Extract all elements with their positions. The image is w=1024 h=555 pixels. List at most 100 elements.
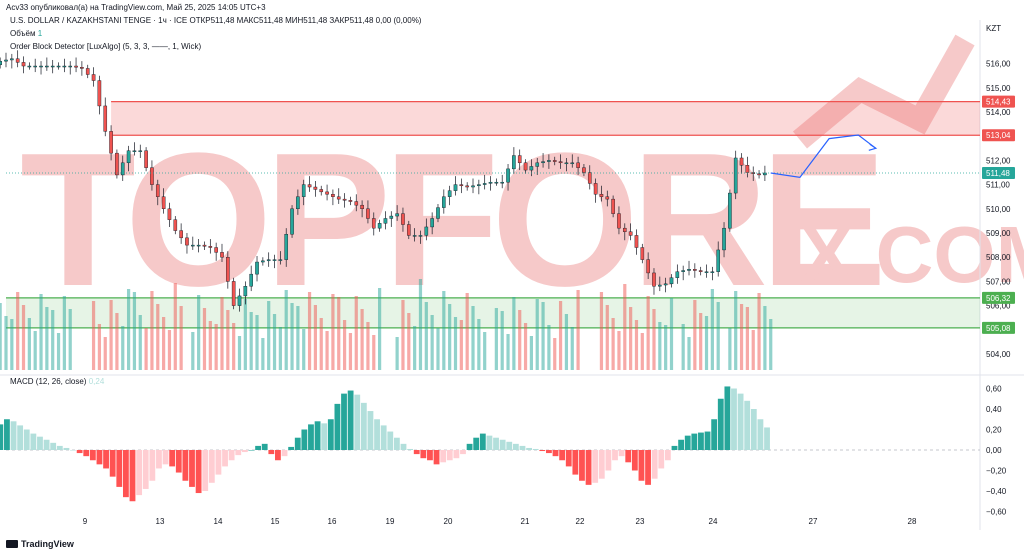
symbol-legend[interactable]: U.S. DOLLAR / KAZAKHSTANI TENGE · 1ч · I… [10, 16, 422, 25]
price-label: 514,43 [986, 98, 1011, 107]
volume-bar [716, 302, 720, 370]
volume-bar [395, 337, 399, 370]
macd-axis-tick: 0,40 [986, 405, 1002, 414]
macd-histogram-bar [546, 450, 552, 454]
volume-bar [681, 324, 685, 370]
candle-up [663, 283, 668, 286]
macd-histogram-bar [228, 450, 235, 461]
candle-up [126, 150, 131, 164]
macd-histogram-bar [70, 450, 76, 451]
volume-bar [634, 320, 639, 370]
candle-up [383, 218, 388, 224]
macd-histogram-bar [83, 450, 90, 457]
macd-histogram-bar [413, 450, 420, 455]
candle-down [74, 65, 78, 68]
candle-up [494, 181, 499, 184]
macd-histogram-bar [367, 411, 374, 450]
candle-down [226, 257, 230, 282]
candle-down [97, 80, 102, 107]
candle-up [541, 161, 545, 164]
macd-histogram-bar [572, 450, 579, 475]
candle-down [231, 281, 236, 306]
candle-down [371, 218, 376, 229]
macd-histogram-bar [466, 443, 473, 450]
macd-histogram-bar [737, 393, 744, 450]
volume-bar [272, 314, 277, 370]
volume-bar [757, 293, 761, 370]
candle-down [634, 235, 639, 248]
candle-down [605, 196, 610, 200]
macd-histogram-bar [479, 433, 486, 450]
volume-bar [436, 328, 440, 370]
volume-bar [132, 292, 137, 370]
candle-down [21, 62, 26, 67]
volume-bar [150, 291, 154, 370]
candle-down [628, 231, 633, 236]
volume-bar [407, 313, 411, 370]
indicator-legend[interactable]: Order Block Detector [LuxAlgo] (5, 3, 3,… [10, 42, 202, 51]
price-axis-tick: 506,00 [986, 302, 1011, 311]
candle-up [0, 60, 2, 66]
macd-histogram-bar [493, 437, 499, 450]
candle-up [728, 192, 732, 229]
macd-histogram-bar [56, 445, 63, 450]
volume-bar [4, 316, 8, 370]
volume-bar [249, 312, 253, 370]
volume-bar [623, 284, 627, 370]
candle-up [733, 157, 738, 194]
candle-down [103, 105, 108, 132]
volume-legend[interactable]: Объём 1 [10, 29, 42, 38]
candle-up [266, 259, 271, 262]
macd-histogram-bar [757, 419, 764, 450]
macd-histogram-bar [380, 425, 387, 450]
macd-histogram-bar [43, 439, 50, 450]
candle-up [669, 277, 674, 285]
volume-bar [126, 289, 131, 370]
macd-histogram-bar [347, 390, 354, 450]
volume-label: Объём [10, 29, 36, 38]
macd-histogram-bar [658, 450, 665, 469]
macd-histogram-bar [579, 450, 585, 481]
volume-bar [331, 294, 335, 370]
candle-up [196, 244, 201, 247]
candle-down [179, 230, 183, 239]
macd-histogram-bar [235, 450, 242, 456]
price-label-bg [982, 321, 1015, 334]
candle-up [687, 269, 691, 271]
price-axis-tick: 510,00 [986, 205, 1011, 214]
volume-bar [401, 300, 405, 370]
macd-histogram-bar [638, 450, 645, 481]
macd-histogram-bar [4, 419, 10, 450]
volume-bar [237, 336, 242, 370]
macd-histogram-bar [691, 433, 698, 450]
candle-down [465, 185, 469, 188]
volume-bar [214, 324, 218, 370]
volume-bar [518, 310, 522, 370]
candle-down [342, 198, 347, 201]
volume-bar [68, 309, 72, 370]
candle-down [599, 194, 604, 197]
volume-bar [121, 326, 125, 370]
macd-legend[interactable]: MACD (12, 26, close) 0,24 [10, 377, 104, 386]
candle-up [430, 218, 434, 228]
candle-up [710, 271, 715, 273]
macd-histogram-bar [446, 450, 453, 461]
macd-histogram-bar [17, 425, 24, 450]
price-label: 511,48 [986, 169, 1010, 178]
candle-down [208, 246, 213, 248]
candle-up [704, 271, 709, 273]
candle-down [173, 219, 178, 231]
time-axis-tick: 16 [328, 517, 337, 526]
candle-down [401, 213, 405, 225]
candle-down [348, 200, 353, 202]
candle-down [523, 162, 528, 171]
volume-bar [442, 291, 446, 370]
macd-histogram-bar [506, 441, 513, 450]
candle-down [652, 272, 656, 287]
macd-histogram-bar [651, 450, 658, 479]
volume-bar [232, 323, 236, 370]
macd-histogram-bar [374, 419, 380, 450]
macd-histogram-bar [37, 436, 43, 450]
candle-up [50, 65, 55, 68]
